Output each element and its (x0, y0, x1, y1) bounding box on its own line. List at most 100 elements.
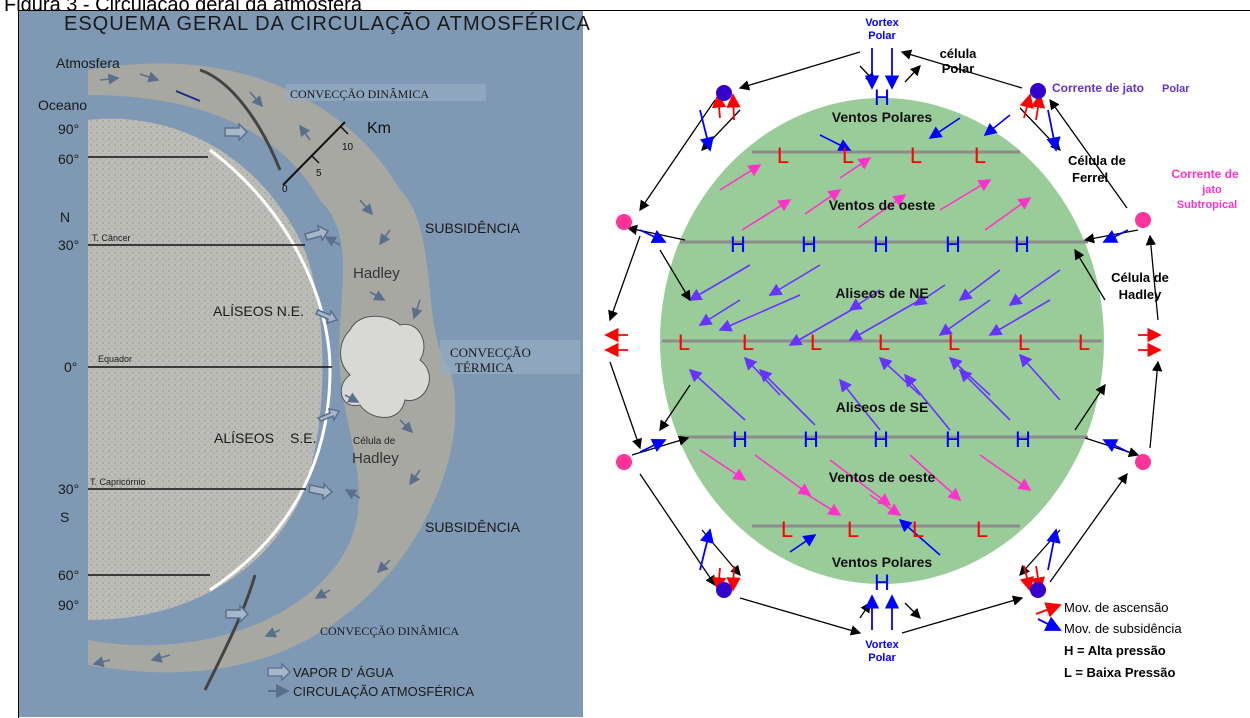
wind-arrows (688, 114, 1061, 556)
label-atmosfera: Atmosfera (56, 55, 120, 71)
subsiding-motion-arrow (639, 438, 667, 453)
label-corrente-sub: Corrente de (1171, 167, 1239, 181)
se-trade-arrow (948, 356, 991, 396)
se-trade-arrow (1018, 353, 1061, 401)
high-pressure-marker: H (873, 427, 889, 452)
label-conveccao: CONVECÇÃO (450, 345, 531, 360)
legend-subsidencia-icon (1037, 616, 1062, 631)
circulation-cell-arrows (604, 48, 1163, 636)
ne-trade-arrow (958, 269, 1001, 301)
left-panel: ESQUEMA GERAL DA CIRCULAÇÃO ATMOSFÉRICA … (19, 11, 590, 717)
legend-subsidencia-label: Mov. de subsidência (1064, 621, 1182, 636)
cell-circulation-arrow (659, 384, 691, 432)
legend-vapor-icon (267, 662, 291, 682)
ascending-motion-arrow (1019, 565, 1034, 592)
label-subtropical: Subtropical (1177, 199, 1238, 211)
label-km-5: 5 (316, 168, 322, 179)
ne-trade-arrow (1008, 269, 1061, 306)
low-pressure-marker: L (777, 143, 789, 168)
label-ferrel: Ferrel (1072, 170, 1108, 185)
cell-circulation-arrow (739, 597, 862, 636)
legend-l-label: L = Baixa Pressão (1064, 665, 1175, 680)
label-polar-cell: Polar (942, 61, 975, 76)
subtropical-dot-w-n (616, 214, 632, 230)
label-lat-60n: 60° (58, 151, 79, 167)
label-ventos-polares-bottom: Ventos Polares (832, 554, 933, 570)
atmosphere-band (88, 63, 456, 673)
km-tick-5 (310, 154, 320, 164)
low-pressure-marker: L (948, 330, 960, 355)
cell-circulation-arrow (639, 99, 716, 212)
high-pressure-marker: H (801, 232, 817, 257)
label-corrente-polar: Corrente de jato (1052, 81, 1144, 95)
low-pressure-marker: L (1078, 330, 1090, 355)
earth-edge (209, 148, 332, 592)
subtropical-dot-e-s (1135, 454, 1151, 470)
subsiding-motion-arrow (699, 109, 714, 152)
cell-circulation-arrow (1084, 437, 1140, 458)
cell-circulation-arrow (1149, 360, 1163, 449)
subsiding-motion-arrow (1102, 439, 1129, 453)
se-trade-arrow (758, 368, 816, 426)
label-lat-30s: 30° (58, 481, 79, 497)
ne-trade-arrow (788, 304, 861, 346)
legend-h-label: H = Alta pressão (1064, 643, 1166, 658)
label-lat-30n: 30° (58, 237, 79, 253)
polar-easterly-arrow (819, 134, 852, 151)
ne-trade-arrow (698, 299, 741, 326)
label-conv-dinamica-top: CONVECÇÃO DINÂMICA (290, 87, 429, 101)
westerly-n-arrow (839, 157, 872, 179)
cell-circulation-arrow (1145, 234, 1159, 321)
low-pressure-marker: L (781, 517, 793, 542)
label-equador: Equador (98, 354, 132, 364)
se-trade-arrow (958, 368, 1011, 421)
ne-trade-arrow (848, 299, 921, 341)
thermal-convection-cloud (340, 315, 430, 418)
legend-circ-label: CIRCULAÇÃO ATMOSFÉRICA (293, 684, 474, 699)
low-pressure-marker: L (912, 517, 924, 542)
cell-circulation-arrow (904, 602, 921, 619)
low-pressure-marker: L (678, 330, 690, 355)
westerly-n-arrow (939, 179, 992, 211)
label-celula: célula (940, 46, 978, 61)
label-alisios-ne: ALÍSEOS N.E. (213, 303, 304, 319)
label-vortex-bottom: Vortex (865, 639, 899, 651)
westerly-s-arrow (909, 454, 962, 502)
km-scale-line (282, 121, 346, 186)
conv-top-backdrop (286, 84, 486, 101)
ascending-motion-arrow (726, 93, 741, 121)
subsiding-motion-arrow (1046, 109, 1061, 152)
label-hadley-right: Hadley (1119, 287, 1162, 302)
label-t-capricornio: T. Capricórnio (90, 477, 146, 487)
westerly-n-arrow (804, 189, 842, 215)
label-km-0: 0 (282, 184, 288, 195)
right-panel: H L L L L H H H H H L L L L L L L H H H H H L L L L H Vortex Polar… (604, 17, 1239, 680)
pressure-markers: H L L L L H H H H H L L L L L L L H H H H H L L L L H (678, 85, 1090, 595)
jet-streak-top (199, 68, 282, 171)
label-km: Km (367, 120, 391, 137)
jet-dot-nw (716, 85, 732, 101)
high-pressure-marker: H (732, 427, 748, 452)
cell-circulation-arrow (659, 249, 691, 302)
cell-circulation-arrow (608, 235, 641, 322)
low-pressure-marker: L (1018, 330, 1030, 355)
ne-trade-arrow (848, 289, 881, 311)
high-pressure-marker: H (873, 232, 889, 257)
se-trade-arrow (688, 368, 746, 421)
label-alisios-se: ALÍSEOS (214, 430, 274, 446)
km-tick-10 (339, 125, 349, 135)
high-pressure-marker: H (945, 427, 961, 452)
se-trade-arrow (743, 356, 781, 396)
label-hadley2: Hadley (352, 450, 399, 467)
conv-termica-backdrop (440, 340, 580, 374)
ne-trade-arrow (988, 299, 1051, 336)
label-ventos-oeste-bottom: Ventos de oeste (829, 469, 936, 485)
label-celula-de: Célula de (353, 436, 396, 447)
westerly-n-arrow (719, 164, 762, 191)
cell-circulation-arrow (639, 473, 716, 587)
subsiding-motion-arrow (639, 229, 667, 244)
label-s: S (60, 509, 69, 525)
polar-easterly-arrow (983, 114, 1011, 136)
label-corrente-polar2: Polar (1162, 83, 1190, 95)
